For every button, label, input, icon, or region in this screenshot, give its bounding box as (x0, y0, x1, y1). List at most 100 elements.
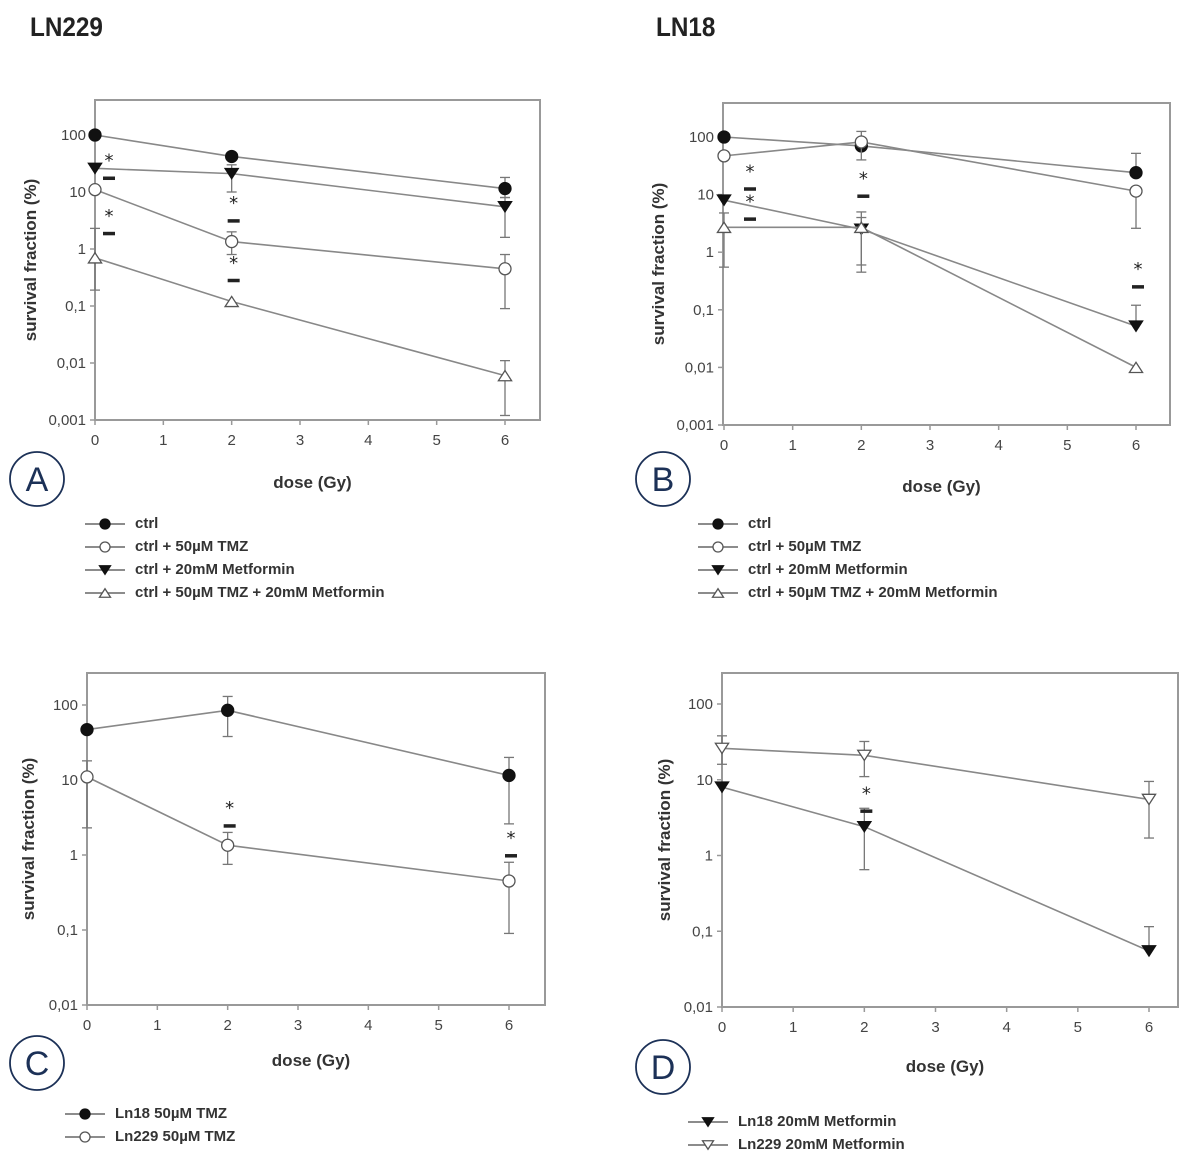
y-axis-title: survival fraction (%) (21, 179, 40, 342)
y-tick-label: 1 (706, 244, 714, 261)
x-tick-label: 3 (296, 432, 304, 449)
data-point (87, 251, 103, 264)
data-point (1129, 184, 1143, 198)
series-filled-triangle-down (87, 162, 513, 239)
x-tick-label: 5 (1063, 437, 1071, 454)
legend-item: Ln229 20mM Metformin (688, 1133, 905, 1156)
legend-marker (99, 540, 111, 553)
legend-label: ctrl + 20mM Metformin (748, 561, 908, 578)
y-axis-title: survival fraction (%) (649, 183, 668, 346)
x-tick-label: 2 (860, 1019, 868, 1036)
legend-label: ctrl + 50µM TMZ (135, 538, 249, 555)
legend-symbol-svg (85, 564, 125, 575)
plot-frame (94, 99, 541, 421)
legend-symbol-svg (688, 1116, 728, 1127)
x-axis-title: dose (Gy) (272, 1051, 350, 1070)
x-axis-title: dose (Gy) (273, 473, 351, 492)
series-line (94, 134, 506, 190)
x-tick-label: 5 (1074, 1019, 1082, 1036)
data-point (88, 182, 102, 197)
legend-item: Ln18 50µM TMZ (65, 1102, 235, 1125)
series-filled-circle (80, 695, 516, 825)
chart-panel-d: 0,01 0,1 1 10 100 0 1 2 3 4 5 6 dose (Gy) survival fr… (635, 672, 1179, 1095)
plot-frame (721, 672, 1179, 1008)
x-tick-label: 6 (1132, 437, 1140, 454)
data-point (714, 781, 730, 794)
data-point (856, 820, 873, 833)
data-point (854, 135, 868, 149)
legend-marker (98, 587, 112, 598)
legend-marker (712, 517, 724, 530)
legend-symbol-svg (698, 517, 738, 530)
y-tick-label: 1 (70, 847, 78, 864)
data-point (223, 295, 240, 308)
legend-d: Ln18 20mM Metformin Ln229 20mM Metformin (688, 1110, 905, 1156)
significance-dash (223, 824, 236, 828)
legend-symbol-svg (65, 1107, 105, 1120)
significance-star: * (225, 798, 234, 819)
data-point (853, 221, 870, 234)
significance-star: * (507, 828, 516, 849)
legend-c: Ln18 50µM TMZ Ln229 50µM TMZ (65, 1102, 235, 1148)
plot-frame (722, 102, 1171, 426)
x-tick-label: 3 (931, 1019, 939, 1036)
data-point (225, 149, 239, 164)
y-tick-label: 0,001 (48, 412, 86, 429)
legend-symbol-svg (85, 587, 125, 598)
y-tick-label: 0,1 (693, 302, 714, 319)
x-tick-label: 1 (159, 432, 167, 449)
chart-panel-a: 0,001 0,01 0,1 1 10 100 0 1 2 3 4 5 6 dose (Gy) surviv… (9, 99, 541, 507)
y-tick-label: 0,1 (57, 922, 78, 939)
data-point (223, 167, 240, 180)
legend-a: ctrl ctrl + 50µM TMZ ctrl + 20mM Metform… (85, 512, 385, 604)
x-tick-label: 4 (364, 432, 372, 449)
legend-marker (99, 517, 111, 530)
y-tick-label: 0,1 (692, 923, 713, 940)
series-open-circle (80, 760, 516, 935)
x-tick-label: 5 (432, 432, 440, 449)
legend-marker (701, 1139, 715, 1150)
data-point (1129, 166, 1143, 180)
legend-item: ctrl + 20mM Metformin (698, 558, 998, 581)
series-line (94, 188, 506, 270)
significance-dash (505, 854, 517, 858)
significance-star: * (859, 168, 868, 189)
series-filled-triangle-down (714, 781, 1157, 958)
legend-item: ctrl + 50µM TMZ (698, 535, 998, 558)
data-point (716, 221, 732, 234)
legend-marker (701, 1116, 715, 1127)
y-tick-label: 0,001 (676, 417, 714, 434)
series-line (724, 226, 1137, 369)
chart-panel-b: 0,001 0,01 0,1 1 10 100 0 1 2 3 4 5 6 dose (Gy) surviv… (635, 102, 1171, 507)
legend-symbol-svg (85, 517, 125, 530)
y-tick-label: 100 (688, 696, 713, 713)
significance-dash (1132, 285, 1144, 289)
legend-label: ctrl + 50µM TMZ + 20mM Metformin (748, 584, 998, 601)
legend-label: Ln229 50µM TMZ (115, 1128, 236, 1145)
legend-item: Ln229 50µM TMZ (65, 1125, 235, 1148)
legend-marker (79, 1107, 91, 1120)
x-tick-label: 4 (994, 437, 1002, 454)
y-tick-label: 100 (689, 129, 714, 146)
panel-letter-circle (635, 451, 691, 507)
data-point (1141, 793, 1157, 806)
series-line (721, 747, 1150, 801)
legend-symbol-svg (698, 564, 738, 575)
legend-marker-open-circle (65, 1130, 105, 1144)
x-tick-label: 6 (1145, 1019, 1153, 1036)
title-ln229: LN229 (30, 12, 103, 42)
significance-star: * (1134, 259, 1143, 280)
legend-marker-filled-circle (698, 517, 738, 531)
significance-dash (103, 231, 115, 236)
legend-label: ctrl + 50µM TMZ + 20mM Metformin (135, 584, 385, 601)
legend-symbol-svg (85, 540, 125, 553)
legend-marker-open-triangle-up (85, 586, 125, 600)
significance-dash (103, 176, 115, 181)
legend-item: ctrl + 50µM TMZ + 20mM Metformin (85, 581, 385, 604)
y-tick-label: 0,01 (57, 355, 86, 372)
legend-item: ctrl + 20mM Metformin (85, 558, 385, 581)
data-point (716, 194, 732, 207)
chart-panel-c: 0,01 0,1 1 10 100 0 1 2 3 4 5 6 dose (Gy) survival fr… (9, 672, 546, 1091)
y-tick-label: 10 (696, 772, 713, 789)
